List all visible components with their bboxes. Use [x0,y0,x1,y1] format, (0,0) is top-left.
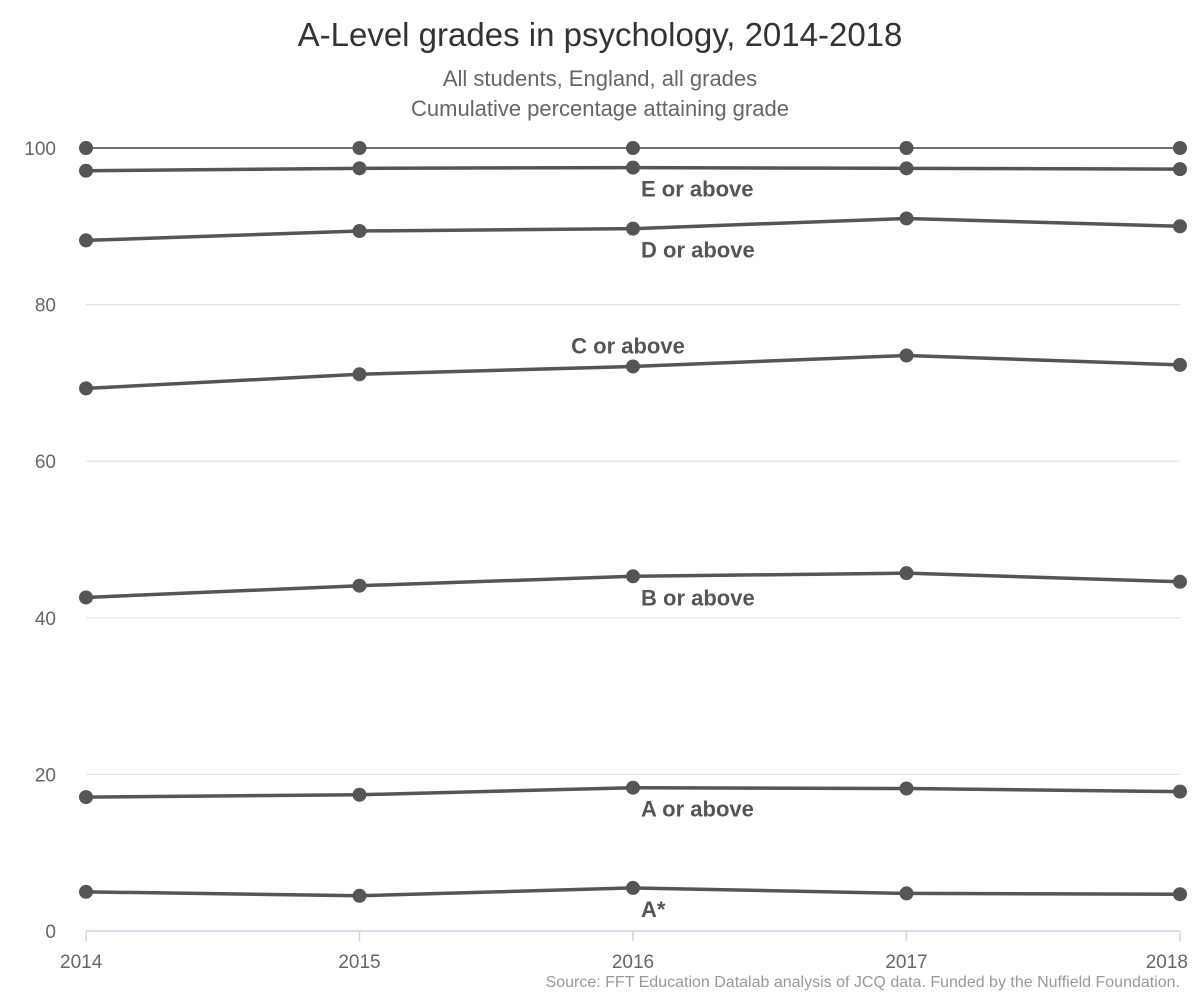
data-point [352,223,367,238]
data-point [899,566,914,581]
y-tick-label: 20 [35,765,56,786]
y-tick-label: 40 [35,609,56,630]
data-point [352,161,367,176]
data-point [79,381,93,396]
data-point [79,884,93,899]
series-label: D or above [641,238,755,263]
series-lines [79,141,1187,903]
data-point [352,787,367,802]
data-point [1173,574,1187,589]
data-point [79,163,93,178]
data-point [626,221,640,236]
data-point [79,233,93,248]
y-tick-label: 100 [24,139,56,160]
chart-subtitle-2: Cumulative percentage attaining grade [411,96,789,121]
x-tick-label: 2017 [885,952,927,973]
gridlines [86,147,1180,776]
y-tick-label: 0 [45,922,56,943]
data-point [1173,162,1187,177]
data-point [899,886,914,901]
data-point [1173,887,1187,902]
data-point [626,780,640,795]
data-point [79,590,93,605]
data-point [79,790,93,805]
source-note: Source: FFT Education Datalab analysis o… [545,974,1180,991]
data-point [626,141,640,155]
x-tick-label: 2018 [1146,952,1188,973]
data-point [352,367,367,382]
data-point [79,141,93,155]
series-label: E or above [641,177,753,202]
data-point [1173,784,1187,799]
data-point [1173,357,1187,372]
data-point [352,578,367,593]
series-label: A* [641,897,666,922]
series-label: B or above [641,585,755,610]
chart-title: A-Level grades in psychology, 2014-2018 [297,16,903,53]
chart-subtitle: All students, England, all grades [442,66,758,91]
series-labels: E or above D or above C or above B or above… [571,177,755,922]
data-point [899,141,914,155]
data-point [626,880,640,895]
data-point [626,359,640,374]
data-point [626,569,640,584]
data-point [899,161,914,176]
data-point [899,781,914,796]
x-tick-label: 2016 [612,952,654,973]
data-point [899,348,914,363]
data-point [352,141,367,155]
data-point [352,888,367,903]
data-point [1173,219,1187,234]
y-tick-label: 60 [35,452,56,473]
series-label: C or above [571,333,685,358]
series-label: A or above [641,797,754,822]
data-point [626,160,640,175]
data-point [1173,141,1187,155]
data-point [899,211,914,226]
y-tick-label: 80 [35,296,56,317]
x-axis: 2014 2015 2016 2017 2018 [60,930,1188,973]
x-tick-label: 2014 [60,952,103,973]
x-tick-label: 2015 [338,952,380,973]
y-axis-ticks: 0 20 40 60 80 100 [24,139,56,943]
